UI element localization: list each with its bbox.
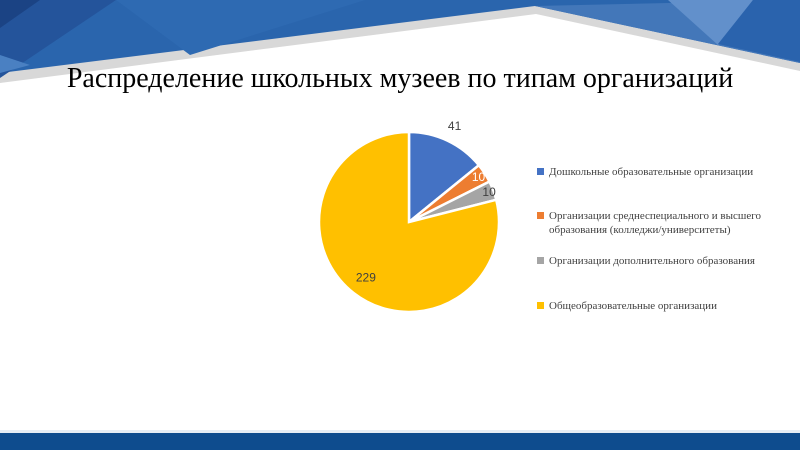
legend-color-swatch-3: [537, 302, 544, 309]
banner-left-small-facet-shape: [0, 55, 30, 73]
banner-right-dark-facet-shape: [718, 0, 800, 62]
banner-left-corner-dark-shape: [0, 0, 40, 28]
legend-color-swatch-2: [537, 257, 544, 264]
legend-item-label-3: Общеобразовательные организации: [549, 300, 717, 312]
banner-left-corner-shape: [0, 0, 116, 78]
legend-item-1: Организации среднеспециального и высшего…: [537, 209, 761, 237]
legend-color-swatch-1: [537, 212, 544, 219]
footer-accent-line: [0, 430, 800, 433]
top-banner: [0, 0, 800, 83]
legend-item-0: Дошкольные образовательные организации: [537, 165, 753, 179]
legend-item-3: Общеобразовательные организации: [537, 299, 717, 313]
chart-legend: Дошкольные образовательные организации Ор…: [537, 165, 765, 335]
legend-color-swatch-0: [537, 168, 544, 175]
legend-item-label-2: Организации дополнительного образования: [549, 255, 755, 267]
slice-value-label-2: 10: [482, 185, 496, 199]
slide-title: Распределение школьных музеев по типам о…: [66, 63, 734, 94]
pie-slice-3: [317, 130, 501, 314]
footer-bar: [0, 433, 800, 450]
legend-item-label-1: Организации среднеспециального и высшего…: [549, 210, 761, 236]
slice-value-label-0: 41: [448, 119, 462, 133]
legend-item-label-0: Дошкольные образовательные организации: [549, 166, 754, 178]
legend-item-2: Организации дополнительного образования: [537, 254, 755, 268]
banner-right-light-facet-shape: [668, 0, 753, 45]
slice-value-label-1: 10: [472, 170, 486, 184]
pie-slices-group: [317, 130, 501, 314]
pie-slice-0: [407, 130, 481, 225]
slice-value-label-3: 229: [356, 270, 376, 284]
banner-mid-facet-shape: [116, 0, 365, 55]
